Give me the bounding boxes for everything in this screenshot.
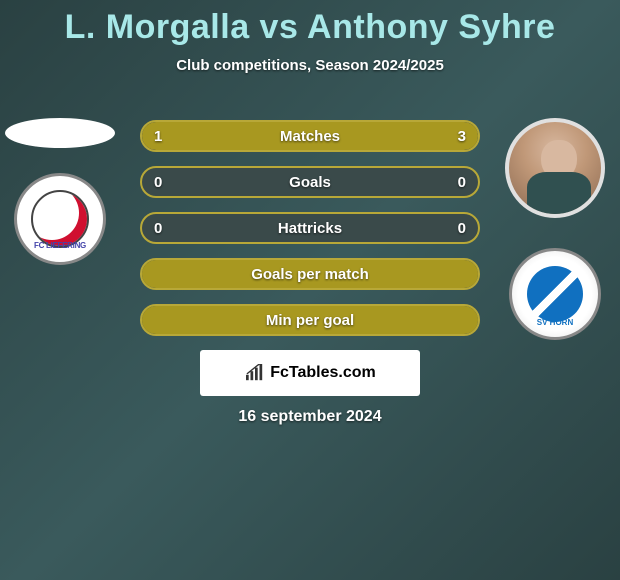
stat-row-goals-per-match: Goals per match [140,258,480,290]
page-title: L. Morgalla vs Anthony Syhre [0,0,620,47]
chart-icon [244,364,266,382]
stat-value-right: 3 [458,128,466,145]
subtitle: Club competitions, Season 2024/2025 [0,57,620,74]
left-player-column [5,118,115,265]
player-photo-placeholder-left [5,118,115,148]
stats-container: 1 Matches 3 0 Goals 0 0 Hattricks 0 Goal… [140,120,480,336]
stat-label: Matches [142,128,478,145]
stat-row-hattricks: 0 Hattricks 0 [140,212,480,244]
stat-row-min-per-goal: Min per goal [140,304,480,336]
date-row: 16 september 2024 [0,408,620,426]
right-player-column [500,118,610,340]
watermark: FcTables.com [200,350,420,396]
stat-label: Goals [142,174,478,191]
stat-value-right: 0 [458,174,466,191]
stat-label: Min per goal [142,312,478,329]
club-badge-right [509,248,601,340]
stat-label: Goals per match [142,266,478,283]
stat-label: Hattricks [142,220,478,237]
stat-row-goals: 0 Goals 0 [140,166,480,198]
player-photo-right [505,118,605,218]
stat-value-right: 0 [458,220,466,237]
stat-row-matches: 1 Matches 3 [140,120,480,152]
watermark-text: FcTables.com [270,364,376,382]
club-badge-left [14,173,106,265]
